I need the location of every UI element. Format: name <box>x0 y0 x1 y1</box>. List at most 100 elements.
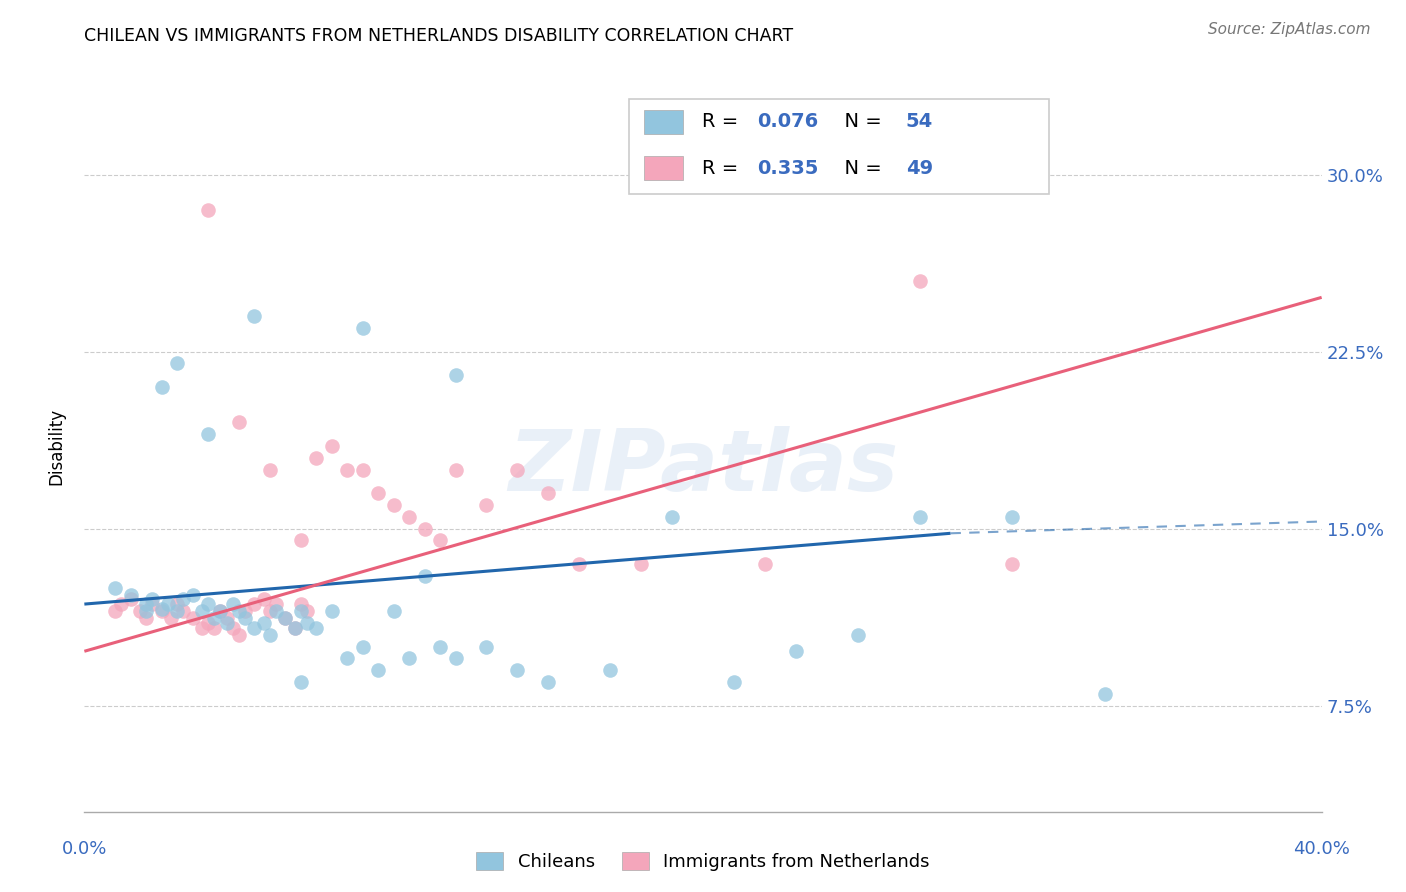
Point <box>290 604 312 618</box>
Point <box>197 615 219 630</box>
Point <box>243 310 266 324</box>
Point <box>104 604 127 618</box>
Point <box>290 675 312 690</box>
Point <box>475 498 498 512</box>
Point <box>599 663 621 677</box>
Point <box>568 557 591 571</box>
Text: 0.335: 0.335 <box>758 159 818 178</box>
Point <box>413 522 436 536</box>
Point <box>274 611 297 625</box>
Point <box>506 462 529 476</box>
Point <box>135 597 157 611</box>
Point <box>191 604 214 618</box>
Point <box>215 611 238 625</box>
FancyBboxPatch shape <box>628 99 1049 194</box>
Point <box>222 621 245 635</box>
Point <box>352 640 374 654</box>
Point <box>305 621 328 635</box>
Text: R =: R = <box>702 112 744 131</box>
Point <box>202 621 225 635</box>
Point <box>321 604 343 618</box>
Y-axis label: Disability: Disability <box>48 408 66 484</box>
Text: Source: ZipAtlas.com: Source: ZipAtlas.com <box>1208 22 1371 37</box>
Text: N =: N = <box>832 112 887 131</box>
Point <box>352 321 374 335</box>
Point <box>228 628 250 642</box>
FancyBboxPatch shape <box>644 111 683 134</box>
Point <box>367 663 389 677</box>
Point <box>908 509 931 524</box>
Point <box>259 628 281 642</box>
Point <box>754 557 776 571</box>
Point <box>274 611 297 625</box>
Point <box>172 592 194 607</box>
Point <box>413 568 436 582</box>
Point <box>197 427 219 442</box>
Point <box>429 533 451 548</box>
Point <box>209 604 232 618</box>
Point <box>166 356 188 370</box>
Point <box>129 604 152 618</box>
Point <box>150 602 173 616</box>
Point <box>284 621 307 635</box>
Point <box>398 509 420 524</box>
Point <box>1001 509 1024 524</box>
Point <box>444 651 467 665</box>
Text: 49: 49 <box>905 159 934 178</box>
Point <box>135 611 157 625</box>
Point <box>141 592 163 607</box>
Point <box>290 533 312 548</box>
Point <box>160 611 183 625</box>
Point <box>908 274 931 288</box>
Point <box>156 597 179 611</box>
Point <box>202 611 225 625</box>
Point <box>120 588 142 602</box>
Point <box>336 462 359 476</box>
Point <box>444 462 467 476</box>
Point <box>233 611 256 625</box>
Point <box>429 640 451 654</box>
Point <box>243 597 266 611</box>
Point <box>305 450 328 465</box>
Point <box>444 368 467 383</box>
Point <box>197 597 219 611</box>
Point <box>367 486 389 500</box>
Point <box>661 509 683 524</box>
Point <box>537 675 560 690</box>
Point <box>215 615 238 630</box>
Point <box>506 663 529 677</box>
Point <box>150 380 173 394</box>
Point <box>475 640 498 654</box>
Point <box>382 498 405 512</box>
Point <box>191 621 214 635</box>
Point <box>104 581 127 595</box>
Point <box>166 604 188 618</box>
Point <box>264 597 287 611</box>
Point <box>295 615 318 630</box>
Point <box>295 604 318 618</box>
Point <box>336 651 359 665</box>
Point <box>243 621 266 635</box>
Point <box>120 592 142 607</box>
Point <box>630 557 652 571</box>
Point <box>723 675 745 690</box>
Point <box>785 644 807 658</box>
Text: CHILEAN VS IMMIGRANTS FROM NETHERLANDS DISABILITY CORRELATION CHART: CHILEAN VS IMMIGRANTS FROM NETHERLANDS D… <box>84 27 793 45</box>
Point <box>259 604 281 618</box>
Point <box>846 628 869 642</box>
Point <box>141 597 163 611</box>
Point <box>264 604 287 618</box>
Point <box>233 604 256 618</box>
Point <box>150 604 173 618</box>
Point <box>537 486 560 500</box>
Text: 0.076: 0.076 <box>758 112 818 131</box>
Point <box>135 604 157 618</box>
Point <box>172 604 194 618</box>
Point <box>1001 557 1024 571</box>
Point <box>222 597 245 611</box>
Text: ZIPatlas: ZIPatlas <box>508 426 898 509</box>
Point <box>253 592 276 607</box>
Point <box>228 416 250 430</box>
Point <box>1094 687 1116 701</box>
Point <box>398 651 420 665</box>
